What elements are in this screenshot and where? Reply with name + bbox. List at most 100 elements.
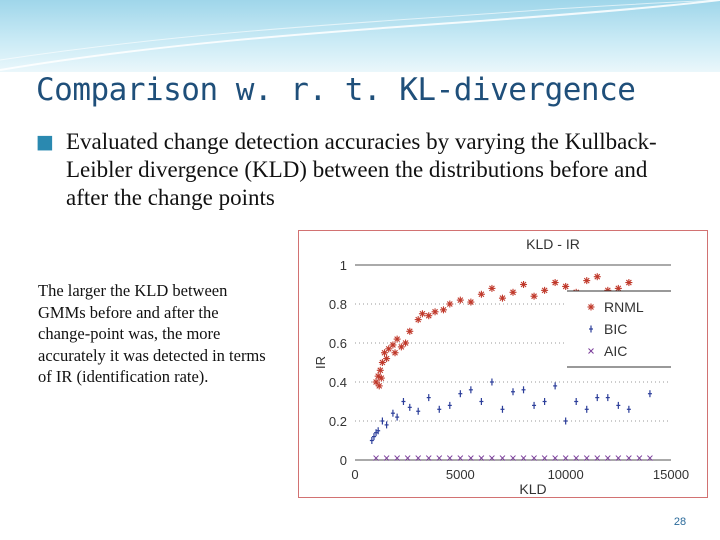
data-point-aic xyxy=(373,455,379,461)
x-tick-label: 10000 xyxy=(548,467,584,482)
data-point-rnml xyxy=(414,316,422,324)
data-point-bic xyxy=(521,386,526,394)
legend-box xyxy=(567,291,671,367)
side-note: The larger the KLD between GMMs before a… xyxy=(38,281,266,386)
data-point-rnml xyxy=(375,382,383,390)
data-point-bic xyxy=(500,405,505,413)
data-point-aic xyxy=(552,455,558,461)
data-point-bic xyxy=(647,390,652,398)
data-point-rnml xyxy=(625,279,633,287)
data-point-rnml xyxy=(562,282,570,290)
data-point-bic xyxy=(374,429,379,437)
data-point-bic xyxy=(369,437,374,444)
data-point-rnml xyxy=(551,279,559,287)
data-point-aic xyxy=(604,455,611,461)
data-point-bic xyxy=(595,394,600,402)
data-point-rnml xyxy=(397,343,405,351)
data-point-rnml xyxy=(425,312,433,320)
data-point-bic xyxy=(407,403,412,411)
y-tick-label: 0.6 xyxy=(329,336,347,351)
data-point-aic xyxy=(541,455,548,461)
data-point-rnml xyxy=(593,273,601,281)
data-point-bic xyxy=(589,325,593,333)
data-point-aic xyxy=(647,455,653,461)
page-number: 28 xyxy=(673,516,687,528)
data-point-rnml xyxy=(393,335,401,343)
data-point-aic xyxy=(510,455,516,461)
data-point-rnml xyxy=(509,288,517,296)
data-point-aic xyxy=(520,455,527,461)
bullet-icon: ■ xyxy=(36,131,54,153)
data-point-bic xyxy=(584,405,589,413)
data-point-aic xyxy=(636,455,643,461)
slide-title: Comparison w. r. t. KL-divergence xyxy=(36,72,636,108)
data-point-bic xyxy=(401,398,406,405)
data-point-rnml xyxy=(614,284,622,292)
data-point-aic xyxy=(394,455,400,461)
data-point-rnml xyxy=(377,374,385,382)
data-point-rnml xyxy=(389,341,397,349)
data-point-rnml xyxy=(418,310,426,318)
header-band xyxy=(0,0,720,72)
x-tick-label: 5000 xyxy=(446,467,475,482)
data-point-bic xyxy=(437,405,442,413)
data-point-aic xyxy=(404,455,411,461)
data-point-bic xyxy=(458,390,463,398)
data-point-bic xyxy=(426,394,431,402)
data-point-aic xyxy=(436,455,443,461)
data-point-rnml xyxy=(391,349,399,357)
data-point-rnml xyxy=(376,366,384,374)
data-point-bic xyxy=(532,401,537,409)
data-point-aic xyxy=(446,455,453,461)
data-point-rnml xyxy=(402,339,410,347)
data-point-bic xyxy=(563,417,568,425)
data-point-rnml xyxy=(446,300,454,308)
data-point-rnml xyxy=(477,290,485,298)
legend-label-bic: BIC xyxy=(604,321,627,337)
data-point-rnml xyxy=(541,286,549,294)
data-point-bic xyxy=(479,398,484,405)
data-point-bic xyxy=(380,417,385,425)
x-tick-label: 0 xyxy=(351,467,358,482)
data-point-rnml xyxy=(431,308,439,316)
y-tick-label: 0.2 xyxy=(329,414,347,429)
data-point-bic xyxy=(511,388,515,396)
data-point-aic xyxy=(626,455,632,461)
data-point-bic xyxy=(384,421,389,429)
data-point-bic xyxy=(395,413,400,421)
data-point-bic xyxy=(605,394,610,402)
data-point-aic xyxy=(415,455,422,461)
data-point-rnml xyxy=(378,359,386,366)
data-point-aic xyxy=(583,455,590,461)
data-point-bic xyxy=(616,401,621,409)
data-point-aic xyxy=(468,455,474,461)
data-point-rnml xyxy=(383,355,391,363)
data-point-bic xyxy=(542,398,547,405)
data-point-rnml xyxy=(530,292,538,300)
data-point-rnml xyxy=(498,294,506,302)
data-point-bic xyxy=(626,405,631,413)
data-point-aic xyxy=(489,455,495,461)
data-point-bic xyxy=(447,401,452,409)
data-point-rnml xyxy=(406,327,414,335)
data-point-aic xyxy=(425,455,432,461)
data-point-bic xyxy=(468,386,473,394)
bullet-point: ■ Evaluated change detection accuracies … xyxy=(36,128,676,212)
data-point-aic xyxy=(615,455,622,461)
x-axis-label: KLD xyxy=(519,481,546,497)
data-point-bic xyxy=(489,378,494,386)
data-point-rnml xyxy=(456,296,464,304)
data-point-aic xyxy=(562,455,569,461)
data-point-aic xyxy=(531,455,537,461)
data-point-bic xyxy=(371,433,376,441)
chart-frame: KLD - IR 0 0.2 0.4 0.6 0.8 1 0 5000 10000 15000 KLD… xyxy=(298,230,708,498)
data-point-rnml xyxy=(439,306,447,314)
data-point-bic xyxy=(390,409,395,417)
bullet-text: Evaluated change detection accuracies by… xyxy=(66,129,657,210)
data-point-aic xyxy=(594,455,601,461)
data-point-rnml xyxy=(520,281,528,288)
legend-label-rnml: RNML xyxy=(604,299,644,315)
data-point-bic xyxy=(416,407,421,415)
kld-ir-chart: KLD - IR 0 0.2 0.4 0.6 0.8 1 0 5000 10000 15000 KLD… xyxy=(313,236,689,497)
header-wave-decoration xyxy=(0,0,720,71)
